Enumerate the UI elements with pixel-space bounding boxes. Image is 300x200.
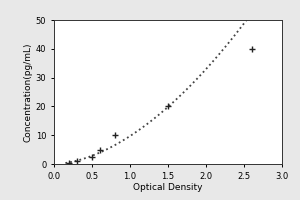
Y-axis label: Concentration(pg/mL): Concentration(pg/mL) <box>24 42 33 142</box>
X-axis label: Optical Density: Optical Density <box>133 183 203 192</box>
